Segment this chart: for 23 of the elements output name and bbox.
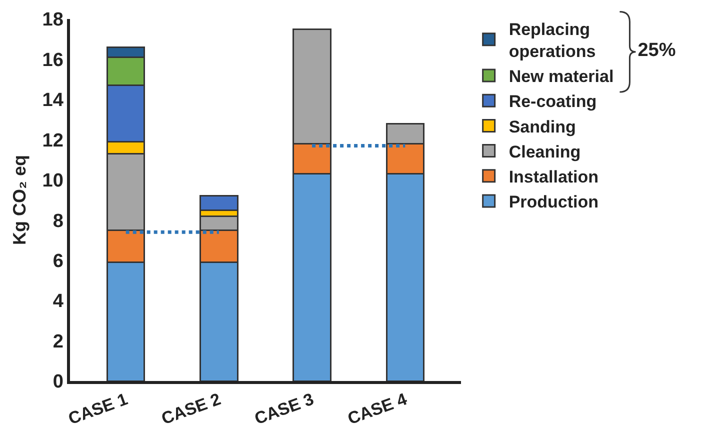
y-tick-label: 4 — [52, 291, 64, 312]
y-tick-label: 2 — [52, 331, 64, 352]
y-tick-label: 8 — [52, 210, 64, 232]
legend-label: Cleaning — [508, 142, 581, 162]
y-tick-label: 12 — [42, 130, 64, 152]
legend-label: New material — [508, 67, 614, 86]
legend-label: Sanding — [508, 117, 576, 136]
legend-label: Re-coating — [508, 92, 597, 112]
y-tick-label: 14 — [42, 90, 64, 112]
legend-label: Production — [508, 192, 599, 212]
legend-label: Installation — [508, 168, 599, 187]
y-tick-label: 6 — [52, 250, 64, 272]
y-tick-label: 0 — [52, 372, 64, 393]
y-tick-label: 10 — [42, 170, 64, 192]
x-tick-label: CASE 2 — [159, 390, 224, 428]
y-axis-title: Kg CO₂ eq — [10, 155, 30, 245]
x-tick-label: CASE 3 — [252, 390, 316, 428]
x-tick-label: CASE 1 — [66, 390, 130, 428]
y-tick-label: 16 — [42, 50, 64, 71]
text: 25% — [638, 40, 676, 62]
x-tick-label: CASE 4 — [345, 389, 410, 428]
legend-label: Replacing operations — [508, 20, 596, 62]
y-tick-label: 18 — [42, 10, 64, 31]
